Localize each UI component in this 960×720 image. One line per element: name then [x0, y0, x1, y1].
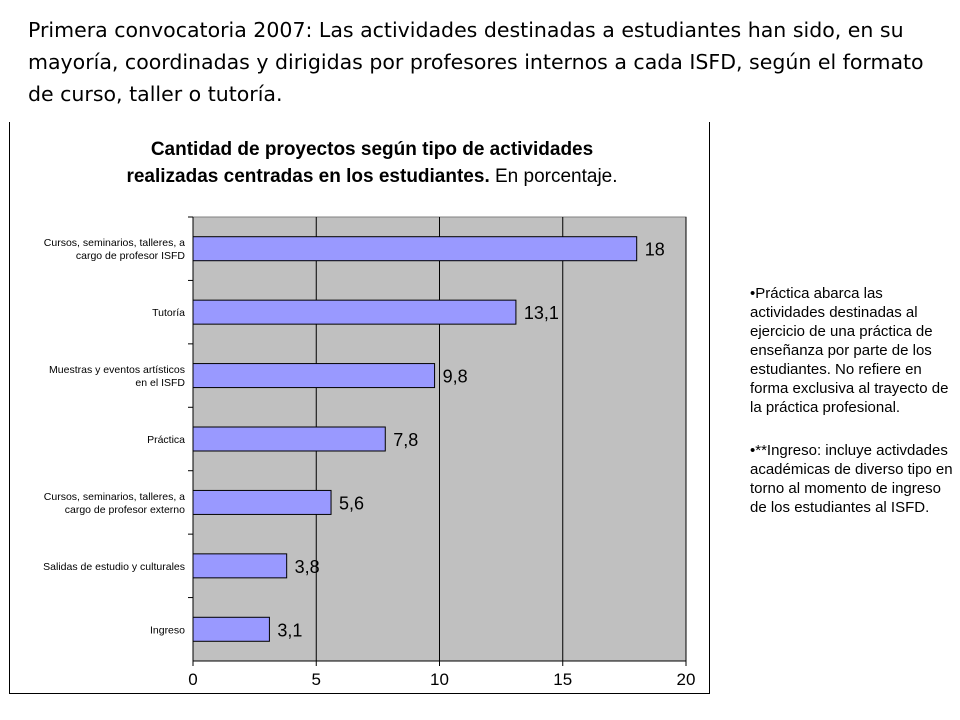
bar-2: [192, 363, 436, 389]
chart-title-line-2: realizadas centradas en los estudiantes.…: [126, 166, 617, 187]
category-label-2-line-1: en el ISFD: [135, 377, 185, 389]
note-practica: •Práctica abarca las actividades destina…: [750, 285, 949, 416]
category-label-1-line-0: Tutoría: [152, 307, 185, 319]
category-label-2-line-0: Muestras y eventos artísticos: [49, 364, 185, 376]
note-ingreso: •**Ingreso: incluye activdades académica…: [750, 442, 953, 516]
chart-title-line-1: Cantidad de proyectos según tipo de acti…: [151, 139, 593, 160]
chart-frame: Cantidad de proyectos según tipo de acti…: [9, 122, 710, 694]
category-label-0-line-1: cargo de profesor ISFD: [76, 250, 186, 262]
x-tick-label-0: 0: [188, 670, 197, 689]
category-label-6-line-0: Ingreso: [150, 624, 185, 636]
bar-chart: Cantidad de proyectos según tipo de acti…: [43, 139, 695, 689]
chart-title-line-2-main: realizadas centradas en los estudiantes.: [126, 166, 489, 187]
bars: [192, 236, 638, 642]
value-label-5: 3,8: [295, 557, 320, 577]
value-label-1: 13,1: [524, 303, 559, 323]
category-label-4-line-0: Cursos, seminarios, talleres, a: [44, 491, 185, 503]
value-label-0: 18: [645, 240, 665, 260]
bar-4: [192, 489, 332, 515]
x-tick-label-10: 10: [430, 670, 449, 689]
value-labels: 18 13,1 9,8 7,8 5,6 3,8 3,1: [277, 240, 664, 641]
value-label-4: 5,6: [339, 493, 364, 513]
slide-heading: Primera convocatoria 2007: Las actividad…: [28, 18, 924, 106]
x-tick-labels: 0 5 10 15 20: [188, 661, 695, 689]
category-label-5-line-0: Salidas de estudio y culturales: [43, 561, 185, 573]
bar-0: [192, 236, 638, 262]
x-tick-label-5: 5: [312, 670, 321, 689]
value-label-2: 9,8: [443, 367, 468, 387]
value-label-6: 3,1: [277, 620, 302, 640]
bar-6: [192, 616, 270, 642]
side-notes: •Práctica abarca las actividades destina…: [750, 284, 956, 541]
category-label-0-line-0: Cursos, seminarios, talleres, a: [44, 237, 185, 249]
bar-5: [192, 553, 288, 579]
category-label-4-line-1: cargo de profesor externo: [65, 504, 185, 516]
category-label-3-line-0: Práctica: [147, 434, 185, 446]
chart-title-suffix: En porcentaje.: [490, 166, 618, 187]
bar-1: [192, 299, 517, 325]
x-tick-label-15: 15: [553, 670, 572, 689]
value-label-3: 7,8: [393, 430, 418, 450]
x-tick-label-20: 20: [677, 670, 696, 689]
bar-3: [192, 426, 386, 452]
